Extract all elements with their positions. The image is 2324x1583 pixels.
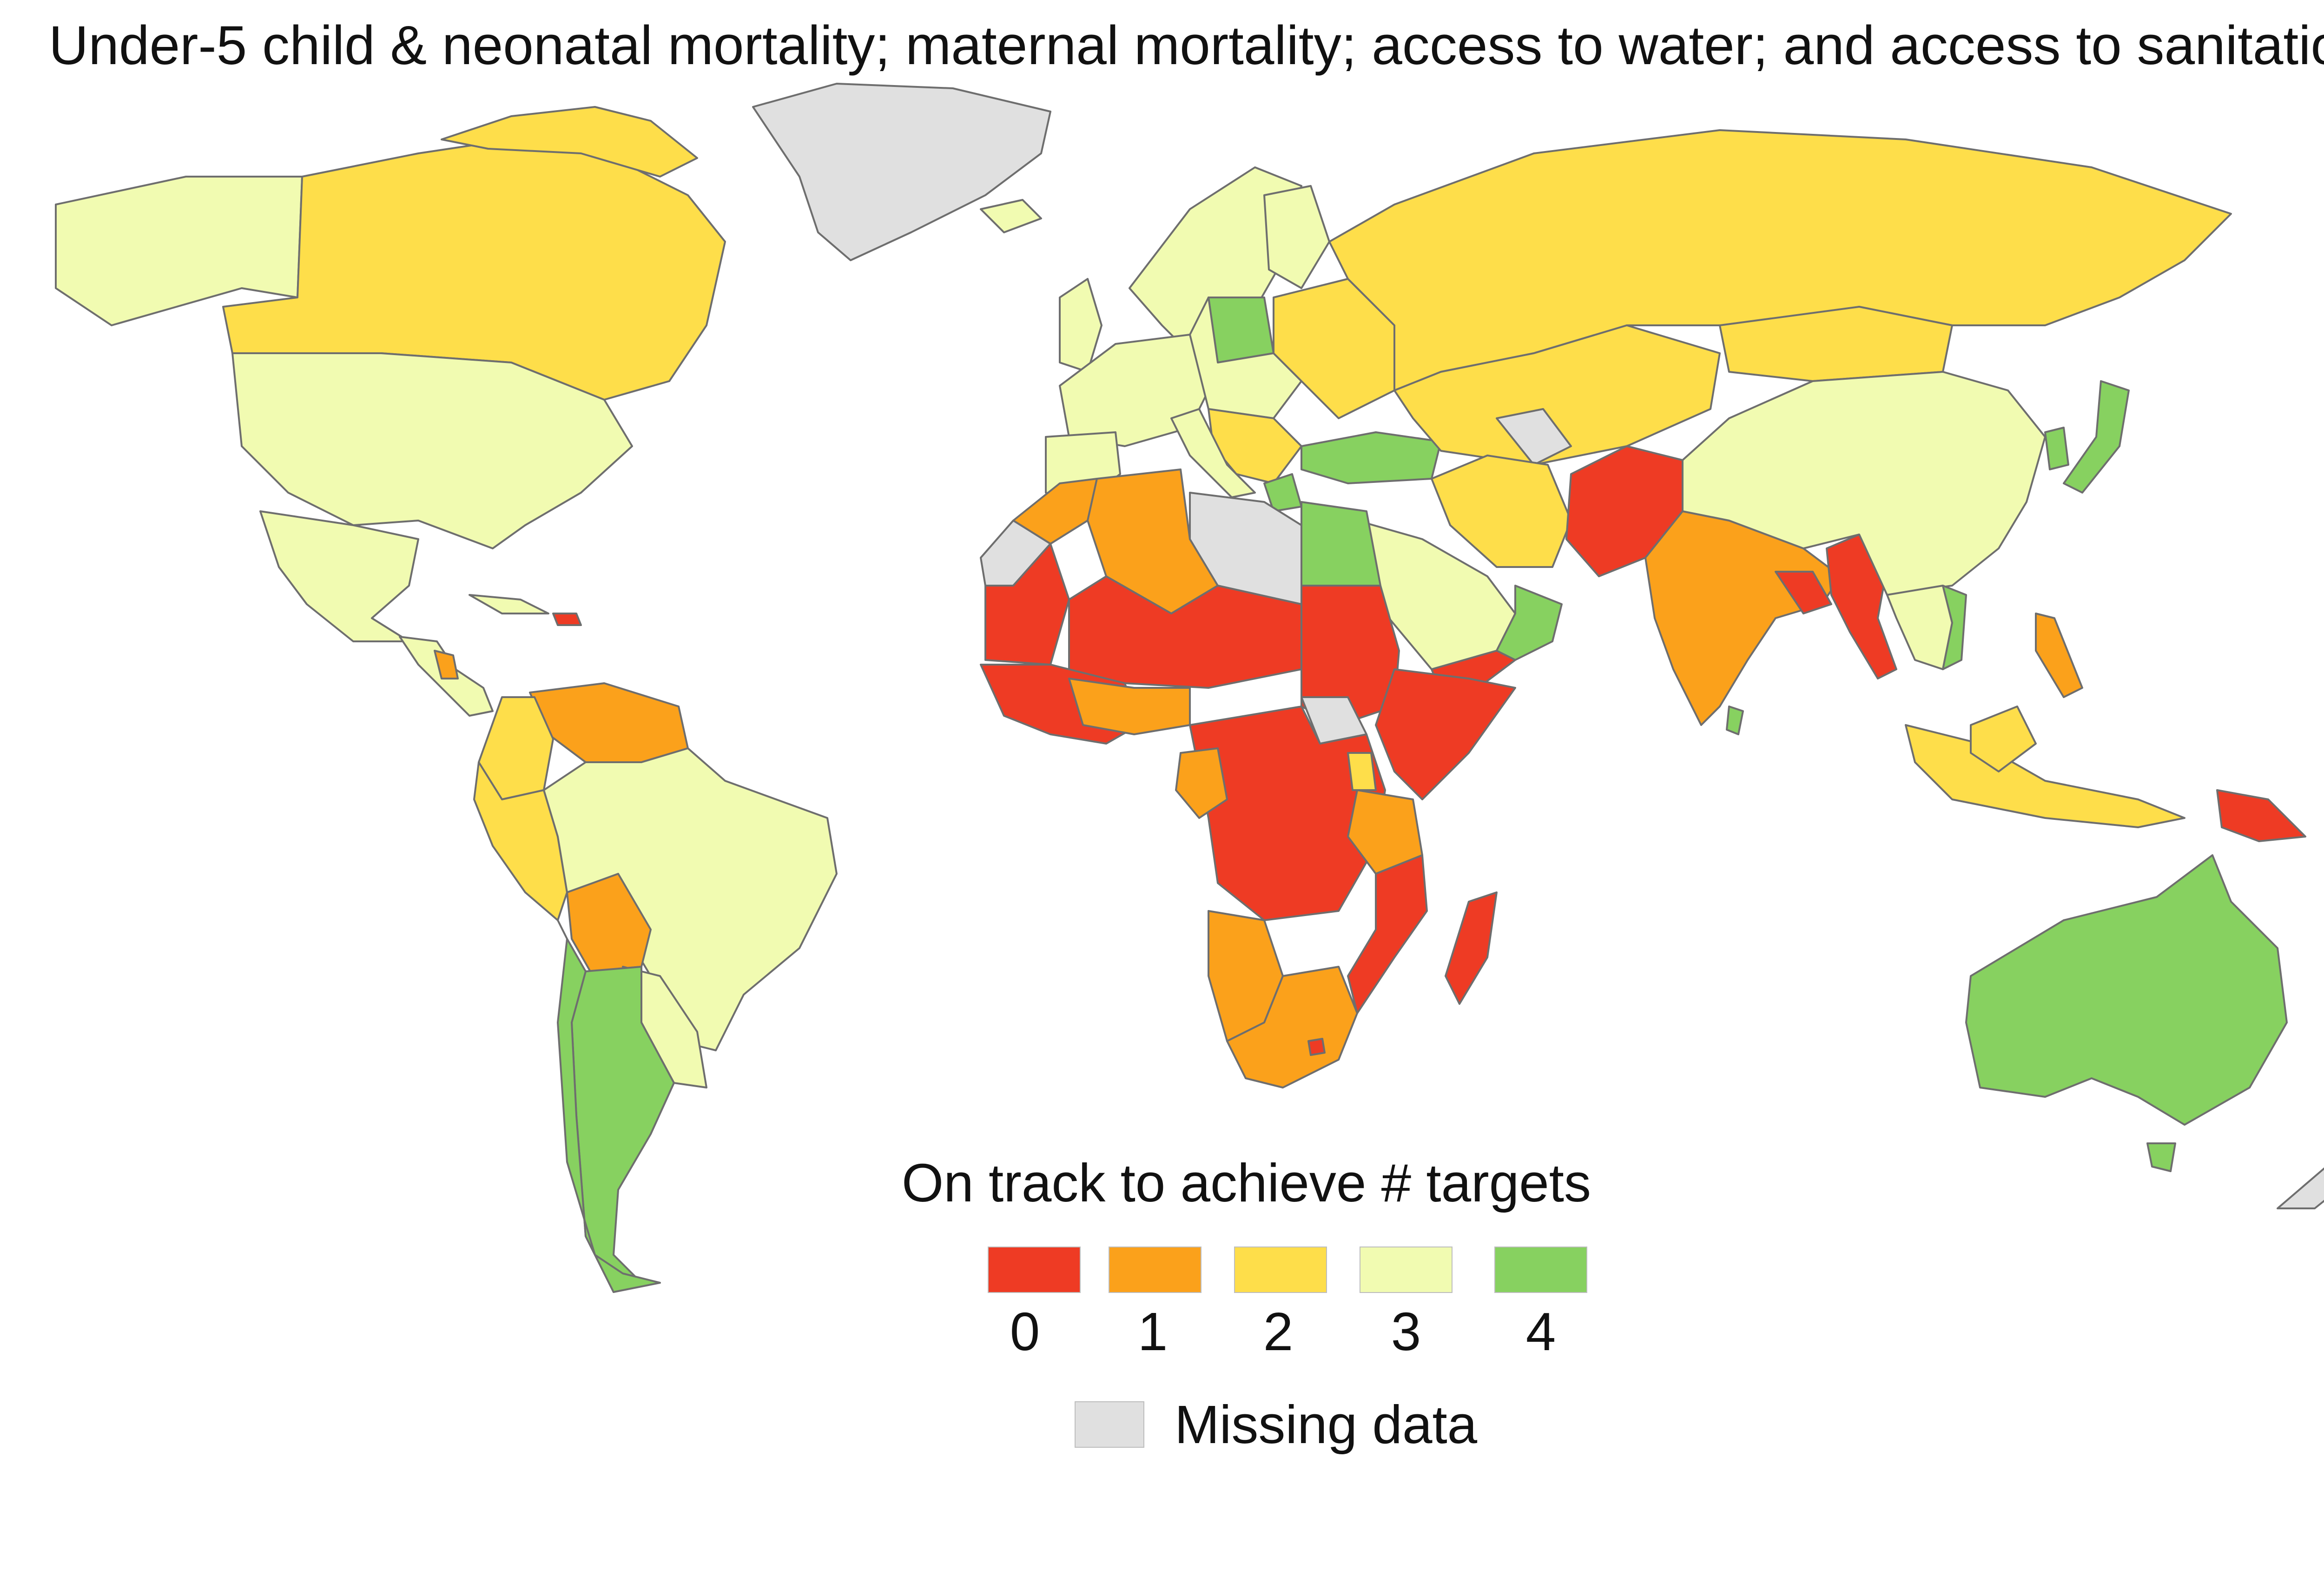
region-ghana-nigeria xyxy=(1068,678,1191,735)
region-japan xyxy=(2063,380,2130,494)
region-iceland xyxy=(980,199,1042,233)
region-madagascar xyxy=(1445,891,1498,1005)
region-southeast-asia xyxy=(1886,585,1953,670)
legend-swatch-missing xyxy=(1075,1401,1144,1448)
region-haiti xyxy=(552,613,582,626)
legend-swatch-0 xyxy=(988,1247,1081,1293)
legend-label-3: 3 xyxy=(1391,1301,1421,1362)
region-mexico xyxy=(259,510,419,642)
region-canada-islands xyxy=(441,106,698,178)
region-sri-lanka xyxy=(1726,706,1744,735)
legend-label-4: 4 xyxy=(1525,1301,1556,1362)
region-ethiopia-somalia xyxy=(1375,668,1516,800)
region-cuba xyxy=(469,594,549,614)
map-title: Under-5 child & neonatal mortality; mate… xyxy=(49,15,2324,76)
region-iran xyxy=(1431,455,1572,568)
legend-label-1: 1 xyxy=(1137,1301,1168,1362)
legend-label-2: 2 xyxy=(1263,1301,1294,1362)
region-chile xyxy=(557,938,661,1293)
region-png xyxy=(2216,789,2306,842)
region-new-zealand-missing xyxy=(2277,1167,2324,1209)
region-caucasus-missing xyxy=(1496,408,1572,466)
region-philippines xyxy=(2035,613,2083,698)
region-australia xyxy=(1965,854,2288,1126)
legend-swatch-1 xyxy=(1109,1247,1202,1293)
region-korea xyxy=(2044,427,2069,470)
region-indonesia xyxy=(1905,724,2185,828)
region-nicaragua xyxy=(434,650,459,679)
region-venezuela-guyana xyxy=(529,682,689,763)
region-south-america-coast xyxy=(557,920,568,939)
region-tasmania xyxy=(2146,1142,2176,1172)
region-poland xyxy=(1208,297,1274,363)
region-turkey xyxy=(1301,431,1442,484)
region-mozambique-malawi xyxy=(1347,854,1428,1014)
region-uk xyxy=(1059,278,1103,373)
legend-label-0: 0 xyxy=(1010,1301,1040,1362)
region-usa xyxy=(231,352,633,549)
region-nepal-bangladesh xyxy=(1775,571,1832,614)
region-gabon-congo xyxy=(1175,747,1228,819)
legend-label-missing: Missing data xyxy=(1175,1394,1478,1455)
region-egypt xyxy=(1301,501,1381,587)
region-lesotho xyxy=(1307,1038,1326,1056)
region-vietnam xyxy=(1942,585,1967,670)
legend-title: On track to achieve # targets xyxy=(902,1153,1591,1213)
region-uganda xyxy=(1347,752,1377,791)
legend-swatch-3 xyxy=(1360,1247,1452,1293)
region-borneo xyxy=(1970,706,2037,772)
region-italy xyxy=(1170,408,1256,498)
region-south-africa-botswana xyxy=(1226,966,1358,1088)
region-greenland xyxy=(752,83,1051,261)
region-finland xyxy=(1263,185,1330,289)
region-alaska xyxy=(55,176,303,326)
region-china xyxy=(1682,371,2046,596)
region-kazakhstan-central-asia xyxy=(1393,324,1721,466)
legend-swatch-2 xyxy=(1234,1247,1327,1293)
legend-swatch-4 xyxy=(1494,1247,1587,1293)
region-ecuador-peru xyxy=(473,761,568,921)
